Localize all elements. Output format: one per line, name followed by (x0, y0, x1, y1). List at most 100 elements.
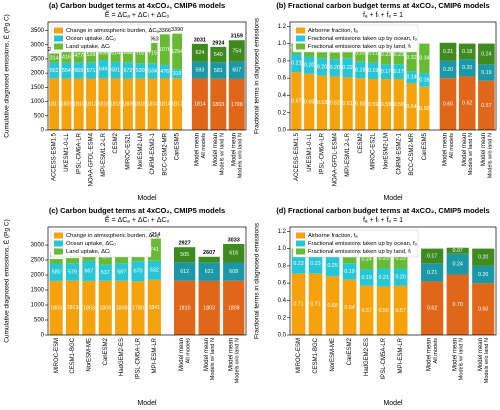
legend-label: Land uptake, ΔCₗ (66, 249, 110, 255)
bar-segment (123, 43, 133, 63)
bar-segment (61, 62, 72, 79)
data-label: 0.62 (462, 101, 472, 107)
bar-segment (82, 255, 96, 261)
bar-segment (198, 262, 220, 281)
y-tick-label: 0 (41, 333, 45, 339)
bar-segment (172, 78, 183, 130)
data-label: 1809 (61, 102, 73, 108)
data-label: 0.19 (355, 67, 365, 73)
data-label: 0.17 (381, 69, 391, 75)
bar-segment (98, 78, 109, 130)
legend-swatch (54, 248, 63, 255)
data-label: 1841 (148, 305, 160, 311)
bar-segment (49, 280, 63, 335)
bar-segment (210, 46, 227, 63)
legend-swatch (54, 35, 63, 42)
legend-box (292, 229, 419, 258)
data-label: 0.59 (381, 102, 391, 108)
bar-segment (82, 260, 96, 281)
bar-segment (191, 61, 208, 79)
x-tick-label-group: Models w/ land N (210, 338, 216, 380)
bar-segment (110, 44, 121, 62)
bar-segment (49, 259, 63, 264)
bar-segment (147, 63, 158, 79)
data-label: 0.23 (310, 261, 320, 267)
legend-swatch (296, 232, 305, 239)
bar-segment (393, 44, 404, 65)
bar-segment (73, 78, 84, 130)
total-label: 2924 (212, 40, 225, 46)
bar-segment (135, 78, 146, 130)
data-label: 0.60 (355, 101, 365, 107)
bar-segment (123, 62, 133, 79)
x-tick-label: BCC-CSM2-MR (162, 132, 168, 175)
bar-segment (393, 268, 408, 286)
bar-segment (110, 78, 121, 130)
data-label: 1810 (179, 305, 191, 311)
bar-segment (98, 60, 109, 79)
y-tick-label: 1000 (31, 99, 45, 105)
bar-segment (228, 78, 245, 130)
y-tick-label: 0 (41, 128, 45, 134)
x-tick-label: BCC-CSM2-MR (409, 132, 415, 175)
data-label: 1812 (85, 102, 97, 108)
y-tick-label: 2000 (31, 273, 45, 279)
total-label: 3390 (171, 27, 183, 33)
bar-segment (198, 280, 220, 335)
data-label: 0.17 (394, 69, 404, 75)
data-label: 0.07 (453, 248, 463, 254)
bar-segment (380, 44, 392, 65)
bar-segment (325, 276, 340, 335)
bar-segment (210, 62, 227, 79)
data-label: 0.64 (344, 305, 354, 311)
y-tick-label: 2500 (31, 258, 45, 264)
bar-segment (380, 79, 392, 130)
bar-segment (172, 33, 183, 70)
legend-box (50, 24, 152, 53)
x-tick-label: Model mean (427, 338, 433, 371)
legend-label: Fractional emissions taken up by ocean, … (308, 36, 418, 42)
bar-segment (421, 248, 444, 264)
bar-segment (223, 262, 245, 281)
x-tick-label: CESM1-BGC (70, 337, 76, 373)
legend-label: Fractional emissions taken up by land, f… (308, 249, 411, 255)
x-tick-label: MPI-ESM-LR (152, 337, 158, 373)
data-label: 476 (160, 69, 169, 75)
data-label: 0.21 (443, 49, 453, 55)
data-label: 593 (195, 67, 204, 73)
data-label: 702 (136, 51, 145, 57)
data-label: 0.21 (427, 270, 437, 276)
y-tick-label: 0.6 (278, 76, 287, 82)
data-label: 0.54 (406, 104, 416, 110)
x-tick-label: MIROC-ES2L (371, 132, 377, 169)
data-label: 0.60 (443, 101, 453, 107)
bar-segment (147, 42, 158, 64)
data-label: 0.62 (330, 101, 340, 107)
data-label: 579 (68, 269, 77, 275)
bar-segment (308, 273, 323, 335)
x-tick-label-group: Models w/ land N (468, 133, 474, 175)
bar-segment (228, 61, 245, 79)
y-tick-label: 0.0 (278, 333, 287, 339)
data-label: 569 (74, 68, 83, 74)
bar-segment (406, 71, 417, 84)
bar-segment (342, 77, 353, 130)
data-label: 554 (62, 68, 71, 74)
x-tick-label: Model mean (228, 338, 234, 371)
x-tick-label: NorESM-ME (86, 338, 92, 372)
y-tick-label: 2000 (31, 71, 45, 77)
data-label: 1803 (203, 305, 215, 311)
bar-segment (478, 80, 495, 130)
bar-segment (342, 263, 357, 280)
y-tick-label: 1500 (31, 85, 45, 91)
x-tick-label: NOAA-GFDL-ESM4 (332, 132, 338, 186)
data-label: 612 (180, 269, 189, 275)
data-label: 0.24 (481, 51, 491, 57)
data-label: 616 (229, 251, 238, 257)
bar-segment (472, 248, 495, 266)
data-label: 505 (180, 252, 189, 258)
y-tick-label: 3500 (31, 28, 45, 34)
data-label: 0.20 (330, 65, 340, 71)
data-label: 0.71 (310, 302, 320, 308)
total-label: 3031 (194, 37, 206, 43)
